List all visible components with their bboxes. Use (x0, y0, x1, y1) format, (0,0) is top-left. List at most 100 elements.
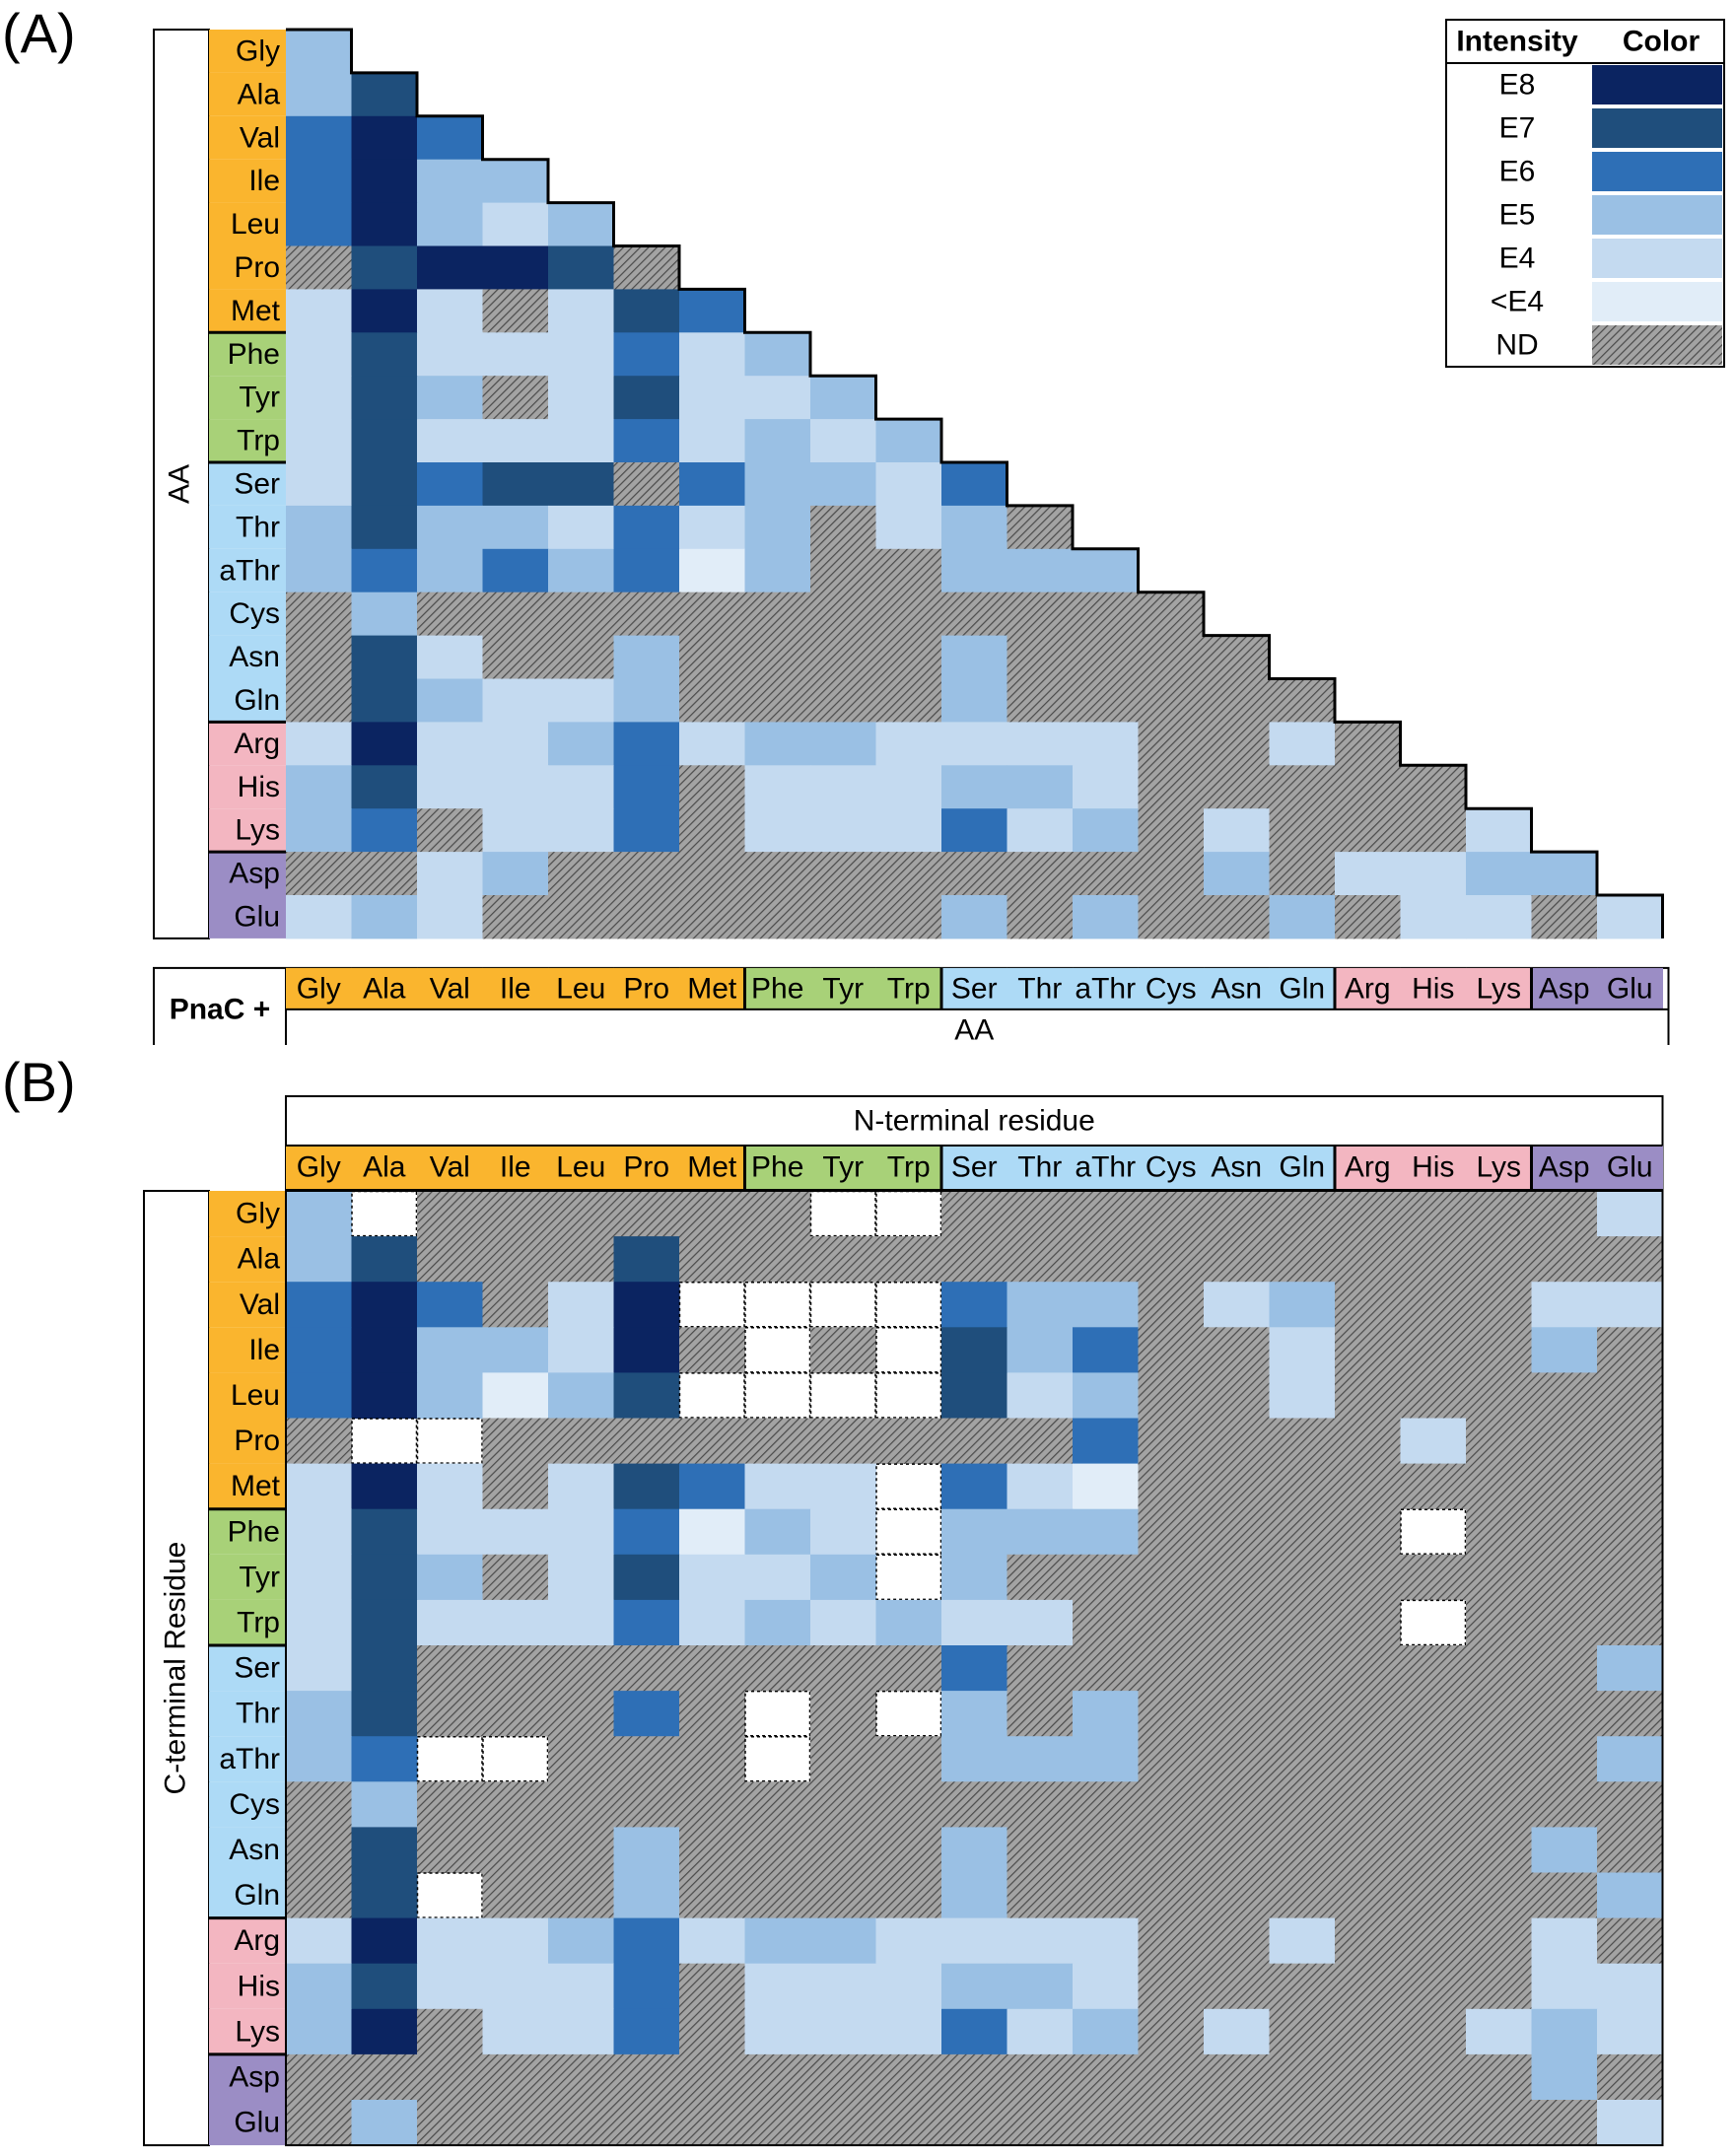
heatmap-cell (613, 1827, 680, 1873)
heatmap-cell (286, 1282, 352, 1328)
col-label: Arg (1345, 972, 1391, 1005)
heatmap-cell (744, 332, 811, 377)
heatmap-cell (1400, 1191, 1467, 1237)
heatmap-cell (1335, 852, 1401, 896)
heatmap-cell (810, 1917, 876, 1965)
heatmap-cell (1073, 591, 1139, 637)
heatmap-cell (941, 591, 1007, 637)
heatmap-cell (1400, 852, 1467, 896)
heatmap-cell (941, 1645, 1007, 1692)
heatmap-cell (351, 635, 418, 679)
heatmap-cell (1204, 1508, 1270, 1556)
heatmap-cell (417, 376, 483, 420)
row-label: Thr (236, 1698, 280, 1730)
row-label: His (238, 771, 280, 803)
heatmap-cell (351, 462, 418, 507)
heatmap-cell (548, 635, 614, 679)
col-label-bg (875, 967, 942, 1009)
heatmap-cell (875, 852, 942, 896)
heatmap-cell (1597, 1645, 1663, 1692)
heatmap-cell (744, 1735, 811, 1782)
heatmap-cell (810, 1781, 876, 1828)
heatmap-cell (1466, 1282, 1532, 1328)
row-axis-box (153, 29, 210, 939)
heatmap-cell (613, 765, 680, 809)
heatmap-cell (1400, 1599, 1467, 1646)
row-label: Trp (237, 425, 280, 457)
heatmap-cell (416, 1872, 483, 1918)
heatmap-cell (482, 505, 549, 550)
heatmap-cell (1400, 1827, 1467, 1873)
col-label: Ile (500, 972, 531, 1005)
heatmap-cell (1597, 1917, 1663, 1965)
row-label-bg (209, 808, 286, 853)
heatmap-cell (286, 1736, 352, 1782)
row-label-bg (209, 245, 286, 290)
heatmap-cell (1073, 1554, 1139, 1601)
heatmap-cell (548, 376, 614, 420)
heatmap-cell (810, 1554, 876, 1601)
heatmap-cell (1204, 2053, 1270, 2101)
heatmap-cell (1531, 1917, 1598, 1965)
heatmap-cell (482, 332, 549, 377)
heatmap-cell (1335, 1827, 1401, 1873)
heatmap-cell (1400, 808, 1467, 853)
col-label-bg (810, 1146, 876, 1189)
heatmap-cell (286, 635, 352, 679)
heatmap-cell (286, 2053, 352, 2101)
heatmap-cell (679, 289, 745, 333)
heatmap-cell (875, 1554, 942, 1601)
heatmap-cell (417, 765, 483, 809)
heatmap-cell (482, 1372, 549, 1419)
row-label: aThr (219, 1743, 280, 1775)
heatmap-cell (482, 1463, 549, 1510)
heatmap-cell (482, 1735, 549, 1782)
heatmap-cell (1073, 2100, 1139, 2146)
col-label: Ala (363, 972, 406, 1005)
heatmap-cell (875, 1917, 942, 1965)
staircase-border (286, 28, 1664, 939)
heatmap-cell (351, 1827, 418, 1873)
col-label: His (1412, 1151, 1454, 1184)
heatmap-cell (613, 1418, 680, 1465)
heatmap-cell (417, 1781, 483, 1828)
heatmap-cell (744, 1645, 811, 1692)
heatmap-cell (351, 1372, 418, 1419)
heatmap-cell (875, 1418, 942, 1465)
heatmap-cell (1466, 1736, 1532, 1782)
heatmap-cell (875, 2008, 942, 2055)
legend-swatch (1592, 325, 1722, 365)
heatmap-cell (941, 765, 1007, 809)
heatmap-cell (417, 159, 483, 204)
heatmap-cell (351, 1418, 418, 1464)
heatmap-cell (1269, 1691, 1336, 1737)
heatmap-cell (1400, 1554, 1467, 1601)
heatmap-cell (1073, 1282, 1139, 1328)
heatmap-cell (744, 678, 811, 723)
heatmap-cell (286, 722, 352, 766)
heatmap-cell (1204, 1372, 1270, 1419)
heatmap-cell (875, 1690, 942, 1737)
heatmap-cell (417, 1372, 483, 1419)
heatmap-cell (875, 1963, 942, 2010)
heatmap-cell (1400, 1872, 1467, 1919)
heatmap-cell (286, 72, 352, 117)
heatmap-cell (482, 591, 549, 637)
heatmap-cell (1531, 1645, 1598, 1692)
row-label-bg (209, 635, 286, 679)
heatmap-cell (548, 202, 614, 246)
heatmap-cell (613, 1191, 680, 1237)
heatmap-cell (548, 419, 614, 463)
heatmap-cell (417, 1508, 483, 1556)
row-label-bg (209, 505, 286, 549)
row-label-bg (209, 591, 286, 636)
row-label: Gln (234, 1879, 280, 1912)
heatmap-cell (1269, 895, 1336, 939)
heatmap-cell (548, 895, 614, 939)
heatmap-cell (1269, 2053, 1336, 2101)
heatmap-cell (286, 462, 352, 507)
col-label-bg (875, 1146, 942, 1189)
col-label-bg (1138, 1146, 1205, 1189)
heatmap-cell (482, 2100, 549, 2146)
heatmap-cell (1007, 1554, 1074, 1601)
